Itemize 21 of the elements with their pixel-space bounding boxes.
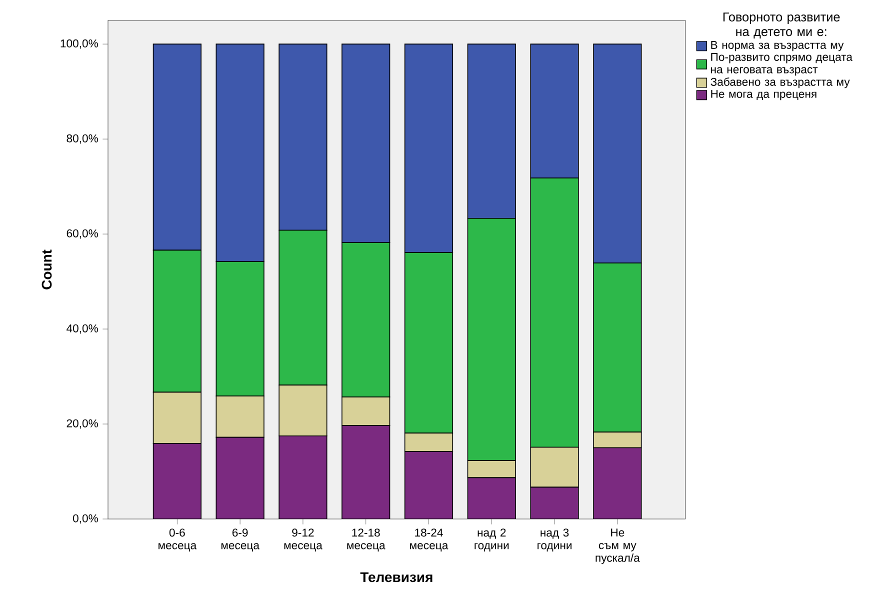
legend-title: Говорното развитие на детето ми е: (723, 12, 840, 39)
x-tick-label: 9-12 месеца (284, 528, 322, 552)
x-tick-label: 6-9 месеца (221, 528, 260, 552)
y-tick-label: 0,0% (73, 514, 98, 524)
y-axis-title: Count (42, 250, 52, 290)
x-axis-title: Телевизия (360, 572, 432, 582)
y-tick-label: 80,0% (66, 134, 98, 144)
legend-label: Забавено за възрастта му (710, 77, 850, 88)
x-tick-label: 12-18 месеца (347, 528, 386, 552)
x-tick-label: Не съм му пускал/а (596, 528, 640, 564)
legend-label: В норма за възрастта му (711, 41, 844, 52)
y-tick-label: 60,0% (66, 229, 98, 239)
legend-label: Не мога да преценя (711, 90, 816, 100)
legend-label: По-развито спрямо децата на неговата възраст (711, 53, 852, 76)
x-tick-label: над 2 години (474, 528, 509, 552)
x-tick-label: 0-6 месеца (158, 528, 197, 552)
y-tick-label: 20,0% (66, 419, 98, 429)
y-tick-label: 40,0% (66, 324, 98, 334)
x-tick-label: над 3 години (538, 528, 572, 552)
y-tick-label: 100,0% (60, 39, 98, 49)
x-tick-label: 18-24 месеца (410, 528, 448, 552)
